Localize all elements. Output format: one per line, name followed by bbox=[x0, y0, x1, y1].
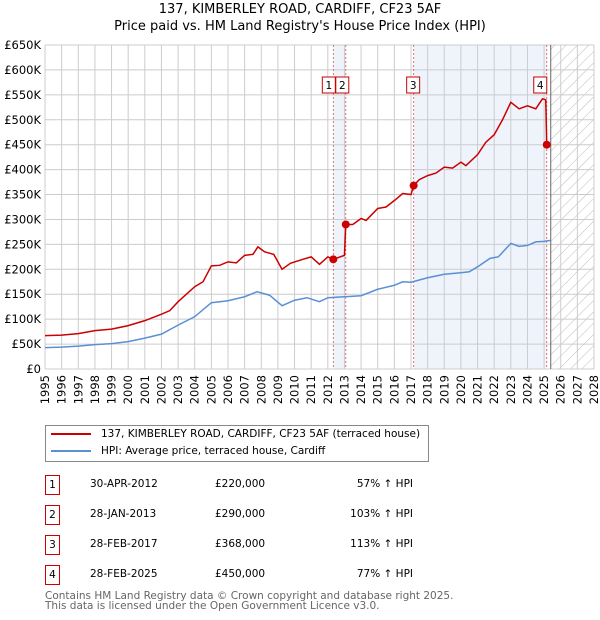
sale-marker-box bbox=[406, 76, 421, 94]
x-tick-label: 2024 bbox=[520, 375, 534, 404]
x-tick-label: 2016 bbox=[387, 375, 401, 404]
x-tick-label: 2000 bbox=[121, 375, 135, 404]
x-tick-label: 1999 bbox=[105, 375, 119, 404]
y-tick-label: £150K bbox=[4, 287, 41, 301]
sale-price: £220,000 bbox=[215, 478, 266, 490]
x-tick-label: 2025 bbox=[537, 375, 551, 404]
chart-title: 137, KIMBERLEY ROAD, CARDIFF, CF23 5AF bbox=[158, 2, 442, 17]
x-tick-label: 2005 bbox=[204, 375, 218, 404]
x-tick-label: 2019 bbox=[437, 375, 451, 404]
y-tick-label: £200K bbox=[4, 262, 41, 276]
x-tick-label: 2006 bbox=[221, 375, 235, 404]
x-tick-label: 2018 bbox=[421, 375, 435, 404]
sale-row: 2 28-JAN-2013 £290,000 103% ↑ HPI bbox=[45, 505, 465, 525]
y-tick-label: £50K bbox=[12, 337, 42, 351]
x-tick-label: 2027 bbox=[570, 375, 584, 404]
legend-item-property: 137, KIMBERLEY ROAD, CARDIFF, CF23 5AF (… bbox=[51, 428, 420, 440]
y-tick-label: £100K bbox=[4, 312, 41, 326]
x-tick-label: 2012 bbox=[321, 375, 335, 404]
x-tick-label: 2020 bbox=[454, 375, 468, 404]
sale-price: £368,000 bbox=[215, 538, 266, 550]
sale-marker-label: 4 bbox=[537, 80, 544, 92]
legend-swatch bbox=[51, 433, 91, 435]
x-tick-label: 2010 bbox=[288, 375, 302, 404]
legend-item-hpi: HPI: Average price, terraced house, Card… bbox=[51, 445, 325, 457]
sale-marker-badge: 2 bbox=[45, 505, 60, 525]
y-tick-label: £350K bbox=[4, 188, 41, 202]
x-tick-label: 1996 bbox=[55, 375, 69, 404]
sale-marker-label: 1 bbox=[325, 80, 332, 92]
x-tick-label: 2014 bbox=[354, 375, 368, 404]
x-tick-label: 2008 bbox=[254, 375, 268, 404]
sale-hpi-diff: 113% ↑ HPI bbox=[350, 538, 413, 550]
x-tick-label: 2026 bbox=[554, 375, 568, 404]
x-tick-label: 2013 bbox=[337, 375, 351, 404]
chart-subtitle: Price paid vs. HM Land Registry's House … bbox=[114, 19, 486, 34]
sale-hpi-diff: 57% ↑ HPI bbox=[356, 478, 413, 490]
legend-swatch bbox=[51, 450, 91, 452]
y-tick-label: £650K bbox=[4, 38, 41, 52]
y-tick-label: £450K bbox=[4, 138, 41, 152]
sale-period-shading bbox=[413, 45, 547, 369]
x-tick-label: 2015 bbox=[371, 375, 385, 404]
y-tick-label: £400K bbox=[4, 163, 41, 177]
property-price-line bbox=[44, 97, 548, 337]
hpi-line bbox=[44, 239, 551, 349]
y-tick-label: £0 bbox=[26, 362, 41, 376]
sale-marker-label: 2 bbox=[339, 80, 346, 92]
legend-label: HPI: Average price, terraced house, Card… bbox=[101, 445, 326, 457]
x-tick-label: 2009 bbox=[271, 375, 285, 404]
x-tick-label: 2011 bbox=[304, 375, 318, 404]
sale-marker-box bbox=[335, 76, 350, 94]
x-tick-label: 2004 bbox=[188, 375, 202, 404]
sale-marker-badge: 4 bbox=[45, 565, 60, 585]
x-tick-label: 2017 bbox=[404, 375, 418, 404]
legend-label: 137, KIMBERLEY ROAD, CARDIFF, CF23 5AF (… bbox=[101, 428, 421, 440]
x-tick-label: 1997 bbox=[71, 375, 85, 404]
footer-licence: This data is licensed under the Open Gov… bbox=[45, 600, 380, 612]
footer-copyright: Contains HM Land Registry data © Crown c… bbox=[45, 590, 454, 602]
y-tick-label: £550K bbox=[4, 88, 41, 102]
y-tick-label: £250K bbox=[4, 237, 41, 251]
sale-row: 4 28-FEB-2025 £450,000 77% ↑ HPI bbox=[45, 565, 465, 585]
sale-row: 1 30-APR-2012 £220,000 57% ↑ HPI bbox=[45, 475, 465, 495]
x-tick-label: 2023 bbox=[504, 375, 518, 404]
x-tick-label: 1995 bbox=[38, 375, 52, 404]
y-tick-label: £600K bbox=[4, 63, 41, 77]
price-chart: 1995 1996 1997 1998 1999 2000 2001 2002 2003 2004… bbox=[4, 38, 600, 404]
x-tick-label: 2003 bbox=[171, 375, 185, 404]
sale-period-shading bbox=[333, 45, 346, 369]
sale-date: 28-JAN-2013 bbox=[90, 508, 157, 520]
sale-price: £450,000 bbox=[215, 568, 266, 580]
sale-price: £290,000 bbox=[215, 508, 266, 520]
y-tick-label: £500K bbox=[4, 113, 41, 127]
sale-date: 30-APR-2012 bbox=[90, 478, 158, 490]
x-tick-label: 1998 bbox=[88, 375, 102, 404]
y-tick-label: £300K bbox=[4, 212, 41, 226]
sale-marker-label: 3 bbox=[410, 80, 417, 92]
x-tick-label: 2001 bbox=[138, 375, 152, 404]
legend: 137, KIMBERLEY ROAD, CARDIFF, CF23 5AF (… bbox=[45, 425, 429, 462]
sale-row: 3 28-FEB-2017 £368,000 113% ↑ HPI bbox=[45, 535, 465, 555]
x-tick-label: 2002 bbox=[154, 375, 168, 404]
forecast-hatch bbox=[550, 45, 594, 369]
sale-date: 28-FEB-2025 bbox=[90, 568, 158, 580]
sale-marker-box bbox=[533, 76, 548, 94]
x-tick-label: 2028 bbox=[587, 375, 600, 404]
sale-hpi-diff: 77% ↑ HPI bbox=[356, 568, 413, 580]
sale-marker-badge: 3 bbox=[45, 535, 60, 555]
sale-point bbox=[409, 181, 418, 190]
x-tick-label: 2022 bbox=[487, 375, 501, 404]
sale-point bbox=[542, 140, 551, 149]
sale-point bbox=[341, 220, 350, 229]
sale-date: 28-FEB-2017 bbox=[90, 538, 158, 550]
x-tick-label: 2007 bbox=[238, 375, 252, 404]
sale-marker-badge: 1 bbox=[45, 475, 60, 495]
x-tick-label: 2021 bbox=[471, 375, 485, 404]
sale-hpi-diff: 103% ↑ HPI bbox=[350, 508, 413, 520]
sale-point bbox=[329, 255, 338, 264]
